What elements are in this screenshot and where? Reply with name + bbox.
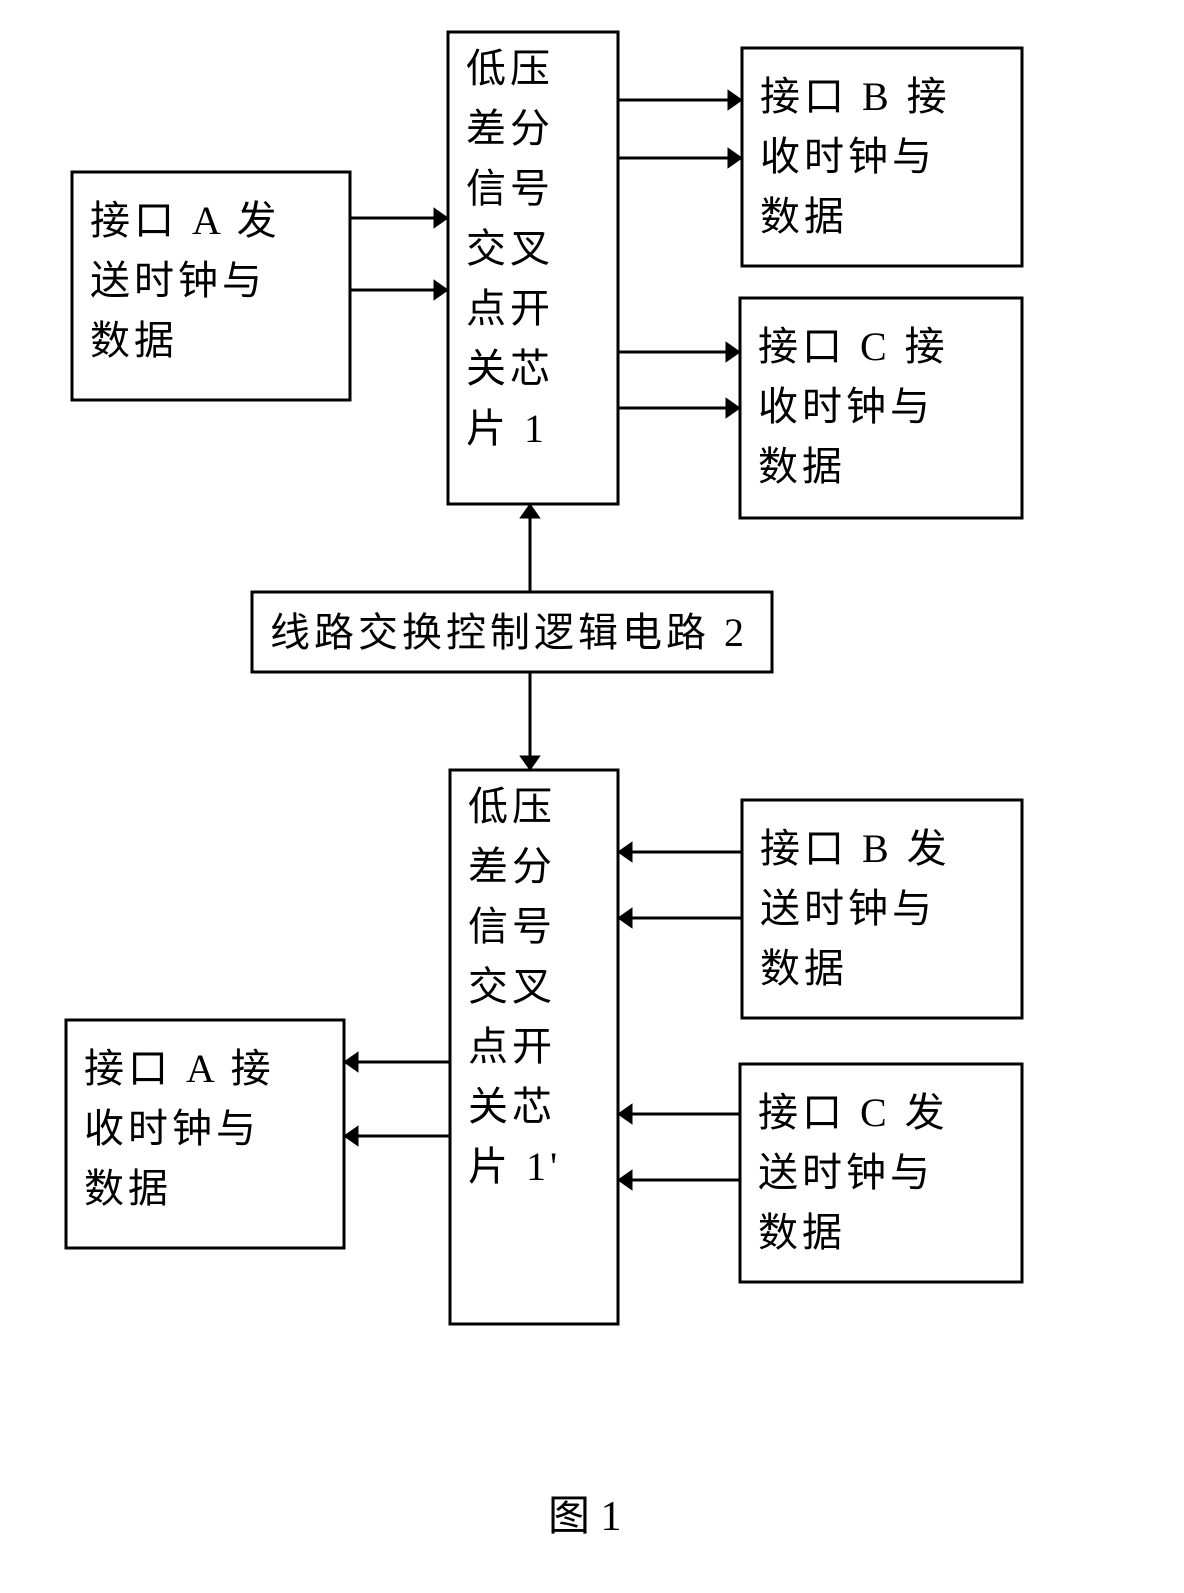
- node-B_send-line-1: 送时钟与: [760, 886, 936, 931]
- node-chip1-line-3: 交叉: [466, 226, 554, 271]
- node-chip1p-line-5: 关芯: [468, 1084, 556, 1129]
- node-chip1-line-0: 低压: [466, 46, 554, 91]
- edge-0: [350, 208, 448, 300]
- node-A_recv-line-1: 收时钟与: [84, 1106, 260, 1151]
- node-chip1-line-2: 信号: [466, 166, 554, 211]
- figure-caption: 图 1: [548, 1494, 622, 1540]
- node-C_recv-line-0: 接口 C 接: [758, 324, 949, 369]
- node-chip1: 低压差分信号交叉点开关芯片 1: [448, 32, 618, 504]
- node-B_recv-line-1: 收时钟与: [760, 134, 936, 179]
- node-C_send-line-0: 接口 C 发: [758, 1090, 949, 1135]
- node-C_recv-line-2: 数据: [758, 444, 846, 489]
- node-A_recv: 接口 A 接收时钟与数据: [66, 1020, 344, 1248]
- node-A_recv-line-2: 数据: [84, 1166, 172, 1211]
- node-B_send-line-2: 数据: [760, 946, 848, 991]
- node-chip1-line-4: 点开: [466, 286, 554, 331]
- node-chip1p-line-4: 点开: [468, 1024, 556, 1069]
- node-chip1-line-1: 差分: [466, 106, 554, 151]
- node-chip1p-line-2: 信号: [468, 904, 556, 949]
- node-B_send-line-0: 接口 B 发: [760, 826, 951, 871]
- edge-7: [618, 1104, 740, 1190]
- node-chip1p-line-6: 片 1': [468, 1144, 561, 1189]
- node-chip1p: 低压差分信号交叉点开关芯片 1': [450, 770, 618, 1324]
- node-chip1p-line-1: 差分: [468, 844, 556, 889]
- node-C_recv-line-1: 收时钟与: [758, 384, 934, 429]
- node-C_send: 接口 C 发送时钟与数据: [740, 1064, 1022, 1282]
- edge-5: [344, 1052, 450, 1146]
- node-C_send-line-1: 送时钟与: [758, 1150, 934, 1195]
- node-A_send: 接口 A 发送时钟与数据: [72, 172, 350, 400]
- edge-4: [520, 672, 540, 770]
- node-A_send-line-0: 接口 A 发: [90, 198, 281, 243]
- edge-1: [618, 90, 742, 168]
- node-C_send-line-2: 数据: [758, 1210, 846, 1255]
- node-ctrl: 线路交换控制逻辑电路 2: [252, 592, 772, 672]
- node-chip1-line-5: 关芯: [466, 346, 554, 391]
- edge-2: [618, 342, 740, 418]
- edge-6: [618, 842, 742, 928]
- node-B_recv: 接口 B 接收时钟与数据: [742, 48, 1022, 266]
- node-C_recv: 接口 C 接收时钟与数据: [740, 298, 1022, 518]
- node-ctrl-line-0: 线路交换控制逻辑电路 2: [270, 610, 748, 655]
- edge-3: [520, 504, 540, 592]
- node-B_send: 接口 B 发送时钟与数据: [742, 800, 1022, 1018]
- node-A_send-line-2: 数据: [90, 318, 178, 363]
- node-B_recv-line-2: 数据: [760, 194, 848, 239]
- node-B_recv-line-0: 接口 B 接: [760, 74, 951, 119]
- node-A_recv-line-0: 接口 A 接: [84, 1046, 275, 1091]
- node-A_send-line-1: 送时钟与: [90, 258, 266, 303]
- node-chip1p-line-0: 低压: [468, 784, 556, 829]
- node-chip1p-line-3: 交叉: [468, 964, 556, 1009]
- node-chip1-line-6: 片 1: [466, 406, 548, 451]
